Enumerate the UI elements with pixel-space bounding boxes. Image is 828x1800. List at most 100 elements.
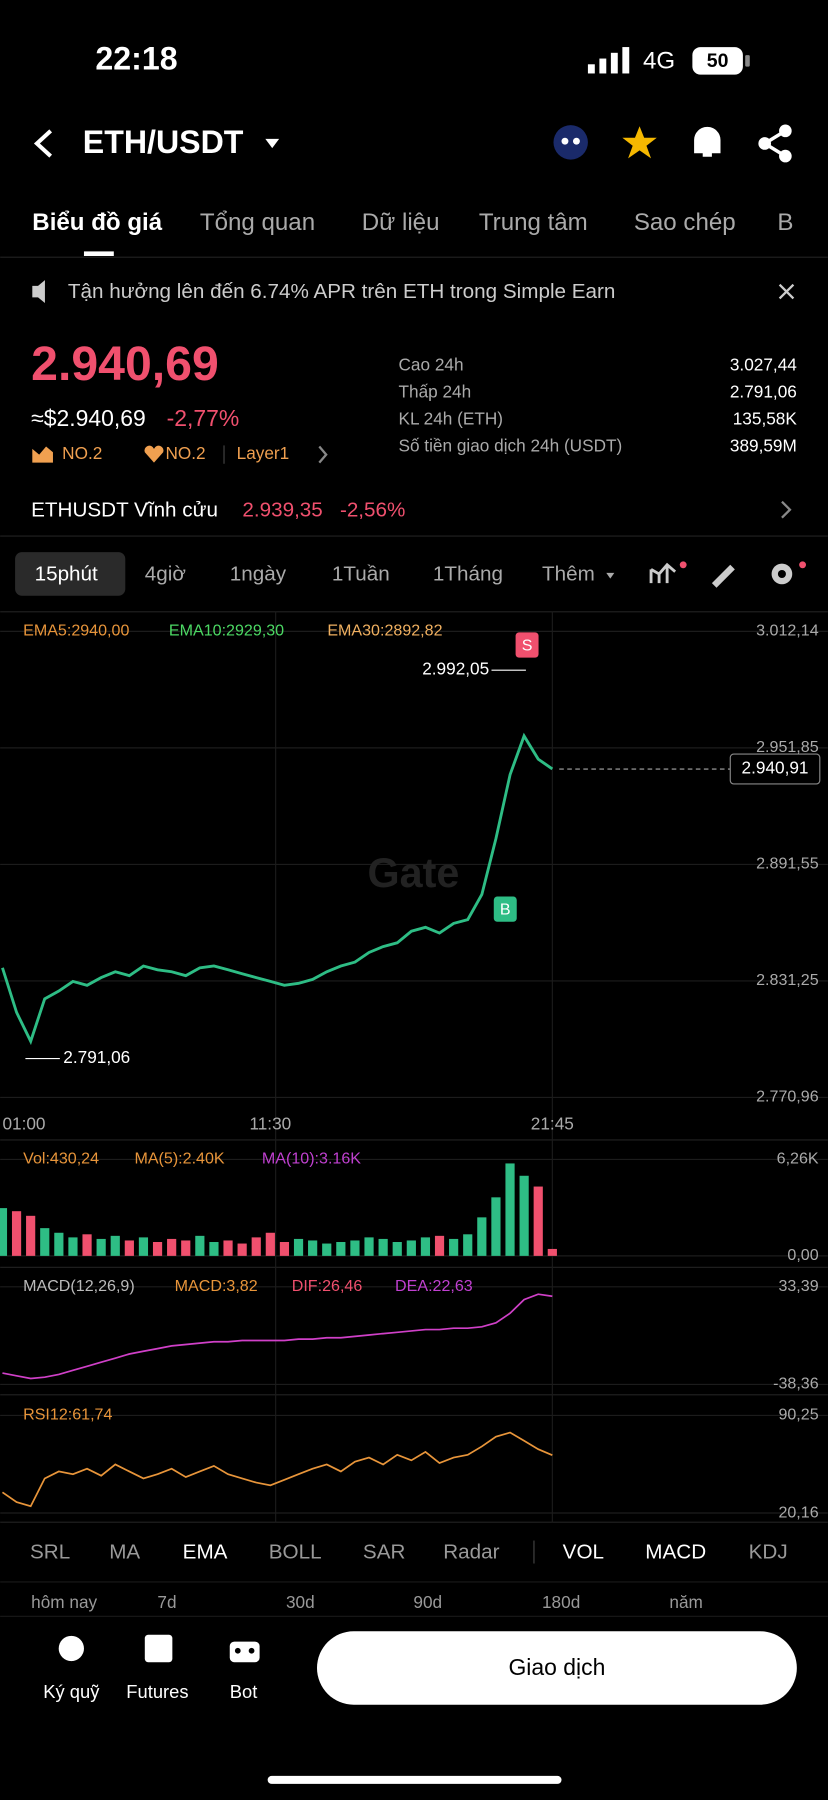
banner-text[interactable]: Tận hưởng lên đến 6.74% APR trên ETH tro… [68, 280, 616, 303]
tab[interactable]: Dữ liệu [362, 209, 440, 236]
volume-bar [519, 1175, 529, 1256]
home-indicator [267, 1775, 562, 1784]
indicator-tab[interactable]: VOL [563, 1541, 604, 1564]
volume-bar [477, 1217, 487, 1256]
tab-underline [83, 251, 114, 256]
nav-label[interactable]: Futures [126, 1681, 188, 1702]
clock: 22:18 [95, 40, 177, 76]
interval[interactable]: 1ngày [230, 563, 287, 586]
trade-marker [493, 896, 517, 922]
margin-icon[interactable] [58, 1635, 84, 1662]
nav-label[interactable]: Ký quỹ [43, 1681, 100, 1702]
y-tick-label: 2.951,85 [756, 738, 819, 756]
indicator-tab[interactable]: KDJ [749, 1541, 788, 1564]
volume-bar [491, 1197, 501, 1256]
y-tick-label: 0,00 [787, 1246, 818, 1264]
bot-icon[interactable] [229, 1641, 260, 1663]
watermark: Gate [368, 850, 460, 896]
stat-value: 389,59M [730, 436, 797, 456]
avatar-icon[interactable] [553, 125, 588, 160]
interval[interactable]: 15phút [35, 563, 98, 586]
legend-entry: EMA30:2892,82 [327, 622, 442, 640]
interval[interactable]: 1Tháng [433, 563, 503, 586]
share-icon[interactable] [758, 124, 792, 163]
volume-bar [54, 1232, 64, 1256]
settings-hole [777, 569, 786, 578]
x-tick-label: 11:30 [249, 1114, 291, 1134]
x-tick-label: 21:45 [531, 1114, 574, 1134]
volume-bar [251, 1237, 261, 1256]
volume-bar [505, 1163, 515, 1256]
close-banner[interactable] [778, 283, 795, 300]
badge[interactable]: NO.2 [165, 443, 205, 463]
bot-eye [248, 1647, 255, 1654]
volume-bar [181, 1240, 191, 1256]
tab[interactable]: Biểu đồ giá [32, 209, 162, 236]
indicator-tab[interactable]: MACD [645, 1541, 706, 1564]
rank-icon [32, 446, 53, 463]
range-option[interactable]: 180d [542, 1592, 580, 1612]
volume-bar [350, 1240, 360, 1256]
volume-bar [138, 1237, 149, 1256]
tab[interactable]: Trung tâm [479, 209, 588, 236]
legend-entry: MA(10):3.16K [262, 1150, 361, 1168]
legend-entry: DIF:26,46 [292, 1277, 363, 1295]
volume-bar [40, 1228, 50, 1256]
stat-value: 135,58K [733, 409, 798, 429]
y-tick-label: 2.770,96 [756, 1088, 819, 1106]
nav-label[interactable]: Bot [230, 1681, 258, 1702]
volume-bar [167, 1238, 177, 1256]
indicator-tab[interactable]: MA [109, 1541, 140, 1564]
stat-label: Số tiền giao dịch 24h (USDT) [399, 436, 623, 456]
indicator-tab[interactable]: SRL [30, 1541, 70, 1564]
alert-icon[interactable] [694, 126, 721, 157]
perp-name[interactable]: ETHUSDT Vĩnh cửu [31, 498, 218, 521]
tab[interactable]: Sao chép [634, 209, 736, 236]
legend-entry: MACD:3,82 [175, 1277, 258, 1295]
trade-button-label[interactable]: Giao dịch [508, 1654, 605, 1680]
y-tick-label: 6,26K [777, 1150, 819, 1168]
dot [679, 561, 687, 569]
indicator-tab[interactable]: EMA [183, 1541, 228, 1564]
indicator-tab[interactable]: Radar [443, 1541, 499, 1564]
usd-price: ≈$2.940,69 [31, 405, 146, 431]
favorite-icon[interactable] [622, 126, 657, 159]
indicator-tab[interactable]: BOLL [269, 1541, 322, 1564]
volume-bar [364, 1237, 374, 1256]
tab[interactable]: Tổng quan [200, 209, 315, 236]
low-label: 2.791,06 [63, 1047, 130, 1067]
volume-bar [195, 1235, 205, 1256]
range-option[interactable]: năm [669, 1592, 702, 1612]
tab[interactable]: B [777, 209, 793, 236]
volume-bar [209, 1242, 219, 1256]
badge[interactable]: Layer1 [237, 443, 290, 463]
interval[interactable]: Thêm [542, 563, 595, 586]
interval[interactable]: 4giờ [145, 563, 186, 586]
legend-entry: Vol:430,24 [23, 1150, 99, 1168]
range-option[interactable]: 30d [286, 1592, 315, 1612]
range-option[interactable]: 7d [157, 1592, 176, 1612]
heart-icon [144, 445, 164, 463]
volume-bar [449, 1238, 459, 1256]
high-label: 2.992,05 [422, 659, 489, 679]
interval[interactable]: 1Tuần [332, 563, 390, 586]
trade-button[interactable] [316, 1631, 797, 1705]
dropdown-icon[interactable] [265, 138, 280, 149]
badge[interactable]: NO.2 [62, 443, 102, 463]
indicator-tab[interactable]: SAR [363, 1541, 405, 1564]
stat-label: Cao 24h [399, 355, 464, 375]
chevron[interactable] [781, 500, 792, 519]
y-tick-label: 3.012,14 [756, 622, 819, 640]
volume-bar [265, 1232, 275, 1256]
futures-icon[interactable] [144, 1634, 173, 1663]
stat-value: 3.027,44 [730, 355, 797, 375]
pair-title[interactable]: ETH/USDT [83, 124, 244, 160]
back-button[interactable] [33, 129, 53, 158]
range-option[interactable]: hôm nay [31, 1592, 97, 1612]
draw-icon[interactable] [711, 564, 735, 588]
range-option[interactable]: 90d [413, 1592, 442, 1612]
series-line [1, 732, 554, 1046]
indicator-icon[interactable] [649, 562, 677, 584]
volume-bar [110, 1235, 120, 1256]
legend-entry: DEA:22,63 [395, 1277, 473, 1295]
